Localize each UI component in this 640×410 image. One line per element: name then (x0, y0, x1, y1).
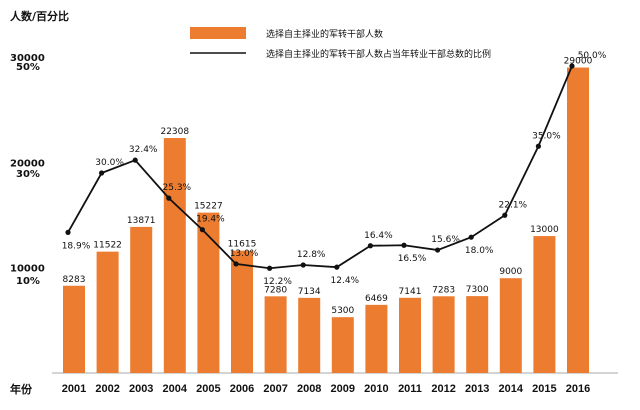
legend-bar-swatch (190, 27, 246, 39)
ratio-polyline (67, 65, 573, 270)
x-tick-label: 2001 (62, 383, 86, 395)
y-tick-percent: 50% (16, 62, 40, 73)
x-tick-label: 2008 (297, 383, 321, 395)
bar (499, 278, 522, 373)
ratio-point (535, 143, 542, 149)
x-tick-label: 2013 (465, 383, 489, 395)
bar-value-label: 11522 (93, 241, 122, 251)
ratio-line: 18.9% 30.0% 32.4% 25.3% 19.4% 13.0% 12.2% 12.8%… (62, 51, 607, 287)
bar-labels: 8283 11522 13871 22308 15227 11615 7280 7134 530… (63, 57, 593, 317)
ratio-value-label: 13.0% (230, 249, 259, 259)
bar-value-label: 7134 (298, 287, 321, 297)
ratio-value-label: 18.9% (62, 241, 91, 251)
ratio-point (468, 234, 474, 240)
ratio-value-label: 25.3% (163, 183, 192, 193)
x-tick-label: 2003 (129, 383, 153, 395)
ratio-value-label: 12.8% (297, 250, 326, 260)
ratio-point (401, 242, 407, 248)
ratio-point (65, 229, 71, 235)
y-tick-count: 30000 (10, 53, 45, 64)
x-tick-label: 2011 (398, 383, 422, 395)
x-tick-label: 2005 (196, 383, 220, 395)
ratio-point (99, 170, 105, 176)
x-tick-label: 2004 (163, 383, 188, 395)
ratio-point (233, 261, 239, 267)
ratio-value-label: 16.5% (398, 254, 427, 264)
y-tick-percent: 30% (16, 169, 40, 180)
ratio-point (569, 63, 575, 69)
ratio-value-label: 22.1% (499, 200, 528, 210)
bar-value-label: 8283 (63, 275, 86, 285)
bar (163, 138, 186, 373)
bar-value-label: 7283 (432, 285, 455, 295)
bar-value-label: 7141 (399, 287, 422, 297)
ratio-value-label: 15.6% (431, 235, 460, 245)
ratio-value-label: 12.4% (331, 276, 360, 286)
ratio-point (367, 243, 373, 249)
ratio-value-label: 30.0% (95, 158, 124, 168)
bar-value-label: 11615 (228, 240, 257, 250)
bar (399, 297, 421, 373)
ratio-point (502, 212, 508, 218)
bar (63, 285, 85, 373)
bar-value-label: 15227 (194, 202, 223, 212)
ratio-point (300, 262, 306, 268)
x-tick-label: 2007 (263, 383, 287, 395)
x-axis-title: 年份 (10, 382, 33, 396)
ratio-point (166, 195, 172, 201)
bar (466, 296, 489, 373)
bar (197, 212, 220, 373)
x-tick-label: 2016 (566, 383, 590, 395)
y-tick-count: 20000 (10, 158, 45, 169)
bar (533, 236, 556, 373)
legend-bar-label: 选择自主择业的军转干部人数 (266, 28, 383, 40)
bar-value-label: 13000 (530, 225, 559, 235)
ratio-point (267, 265, 273, 271)
bar (567, 67, 589, 374)
x-tick-label: 2002 (95, 383, 119, 395)
bar (231, 250, 253, 373)
bar-value-label: 9000 (499, 267, 522, 277)
ratio-value-label: 50.0% (578, 51, 607, 61)
legend-line-label: 选择自主择业的军转干部人数占当年转业干部总数的比例 (266, 48, 491, 60)
bar-value-label: 5300 (331, 306, 354, 316)
y-axis: 10000 20000 30000 10% 30% 50% (10, 53, 45, 287)
x-tick-label: 2010 (364, 383, 388, 395)
ratio-point (199, 227, 205, 233)
bar-value-label: 7280 (264, 285, 287, 295)
bar (130, 226, 153, 373)
x-tick-label: 2006 (230, 383, 254, 395)
y-axis-title: 人数/百分比 (10, 9, 69, 23)
bars (63, 67, 589, 374)
x-axis: 2001 2002 2003 2004 2005 2006 2007 2008 2009 2010… (62, 383, 590, 395)
bar (331, 317, 354, 373)
ratio-value-label: 16.4% (364, 231, 393, 241)
y-tick-percent: 10% (16, 276, 40, 287)
ratio-point (132, 157, 138, 163)
bar-value-label: 29000 (564, 57, 593, 67)
bar (264, 296, 287, 373)
bar (365, 304, 388, 373)
ratio-value-label: 19.4% (196, 215, 225, 225)
bar-value-label: 22308 (160, 127, 189, 137)
y-tick-count: 10000 (10, 264, 45, 275)
ratio-value-label: 12.2% (263, 277, 292, 287)
ratio-value-label: 32.4% (129, 145, 158, 155)
ratio-value-label: 18.0% (465, 246, 494, 256)
bar-value-label: 6469 (365, 294, 388, 304)
ratio-value-label: 35.0% (532, 131, 561, 141)
bar-value-label: 7300 (466, 285, 489, 295)
legend: 选择自主择业的军转干部人数 选择自主择业的军转干部人数占当年转业干部总数的比例 (190, 27, 491, 60)
x-tick-label: 2014 (499, 383, 524, 395)
ratio-point (334, 264, 340, 270)
ratio-point (435, 247, 441, 253)
bar (432, 296, 455, 373)
bar (298, 297, 321, 373)
bar (96, 251, 119, 373)
x-tick-label: 2015 (532, 383, 556, 395)
bar-value-label: 13871 (127, 216, 156, 226)
x-tick-label: 2012 (431, 383, 455, 395)
x-tick-label: 2009 (331, 383, 355, 395)
